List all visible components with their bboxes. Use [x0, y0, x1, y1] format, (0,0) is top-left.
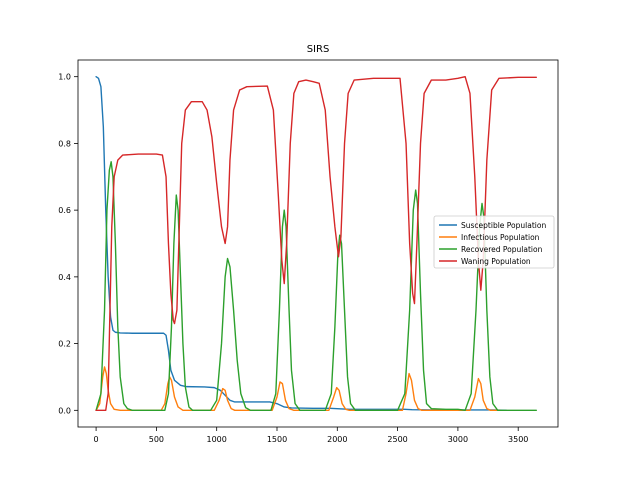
legend-label: Infectious Population: [461, 233, 540, 242]
series-line-3: [95, 161, 537, 412]
chart-title: SIRS: [307, 44, 330, 55]
x-tick-label: 1500: [267, 435, 287, 444]
legend-label: Waning Population: [461, 257, 531, 266]
y-tick-label: 1.0: [58, 73, 71, 82]
x-axis-ticks: 0 500 1000 1500 2000 2500 3000 3500: [94, 427, 528, 444]
y-axis-ticks: 0.0 0.2 0.4 0.6 0.8 1.0: [58, 73, 78, 415]
legend-items: Susceptible Population Infectious Populat…: [439, 221, 546, 266]
legend-label: Susceptible Population: [461, 221, 546, 230]
y-tick-label: 0.2: [58, 340, 71, 349]
x-tick-label: 3500: [508, 435, 528, 444]
y-tick-label: 0.4: [58, 273, 71, 282]
x-tick-label: 3000: [448, 435, 468, 444]
series-line-4: [95, 75, 537, 412]
legend-box: [433, 215, 555, 269]
x-tick-label: 2500: [387, 435, 407, 444]
legend: Susceptible Population Infectious Populat…: [433, 215, 555, 269]
axes-frame: [77, 59, 559, 428]
x-tick-label: 0: [94, 435, 99, 444]
x-tick-label: 500: [149, 435, 164, 444]
x-tick-label: 1000: [207, 435, 227, 444]
series-layer: [95, 75, 537, 412]
legend-label: Recovered Population: [461, 245, 543, 254]
y-tick-label: 0.6: [58, 206, 71, 215]
y-tick-label: 0.8: [58, 139, 71, 148]
series-line-1: [95, 75, 507, 412]
plot-area: 0 500 1000 1500 2000 2500 3000 3500 0.00.20.40.…: [58, 59, 559, 444]
x-tick-label: 2000: [327, 435, 347, 444]
y-tick-label: 0.0: [58, 406, 71, 415]
